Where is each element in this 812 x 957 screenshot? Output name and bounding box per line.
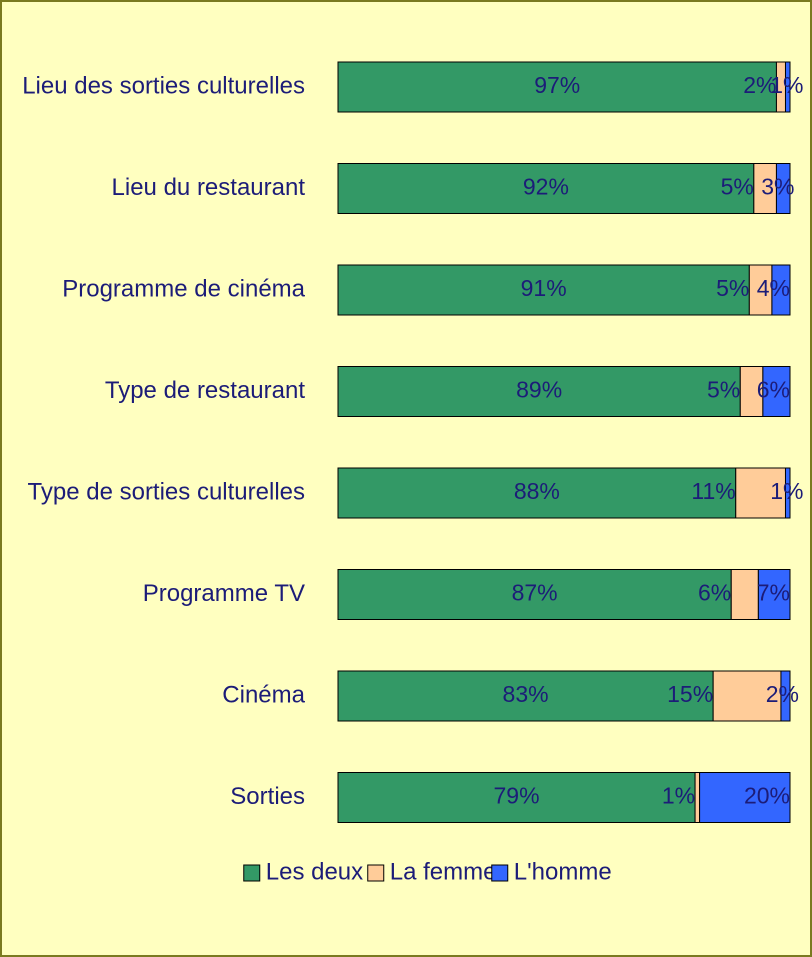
data-label: 11% bbox=[691, 478, 735, 504]
data-label: 5% bbox=[716, 275, 749, 301]
data-label: 6% bbox=[757, 377, 790, 403]
category-label: Programme de cinéma bbox=[62, 275, 305, 302]
bar-segment bbox=[784, 467, 791, 519]
data-label: 4% bbox=[757, 275, 790, 301]
category-label: Programme TV bbox=[143, 580, 305, 607]
bar-segment bbox=[775, 163, 791, 214]
legend-swatch bbox=[367, 864, 385, 882]
data-label: 92% bbox=[523, 174, 569, 200]
data-label: 89% bbox=[516, 377, 562, 403]
data-label: 1% bbox=[662, 783, 695, 809]
data-label: 15% bbox=[667, 681, 713, 707]
category-label: Lieu des sorties culturelles bbox=[22, 72, 305, 99]
data-label: 83% bbox=[503, 681, 549, 707]
legend-label: Les deux bbox=[266, 858, 363, 885]
data-label: 7% bbox=[757, 580, 790, 606]
category-label: Sorties bbox=[230, 783, 305, 810]
bar-segment bbox=[337, 670, 714, 722]
data-label: 1% bbox=[770, 478, 803, 504]
bar-segment bbox=[780, 670, 791, 722]
legend-label: L'homme bbox=[514, 858, 612, 885]
data-label: 79% bbox=[494, 783, 540, 809]
bar-segment bbox=[712, 670, 782, 722]
category-label: Cinéma bbox=[222, 681, 305, 708]
data-label: 6% bbox=[698, 580, 731, 606]
data-label: 87% bbox=[512, 580, 558, 606]
bar-segment bbox=[757, 569, 791, 620]
bar-segment bbox=[694, 772, 701, 823]
category-label: Lieu du restaurant bbox=[112, 174, 306, 201]
category-label: Type de sorties culturelles bbox=[28, 478, 305, 505]
bar-segment bbox=[337, 569, 732, 620]
legend-label: La femme bbox=[390, 858, 497, 885]
data-label: 5% bbox=[721, 174, 754, 200]
bar-segment bbox=[699, 772, 791, 823]
data-label: 2% bbox=[743, 72, 776, 98]
legend-swatch bbox=[243, 864, 261, 882]
data-label: 1% bbox=[770, 72, 803, 98]
bar-segment bbox=[337, 366, 741, 417]
bar-segment bbox=[762, 366, 791, 417]
bar-segment bbox=[337, 467, 737, 519]
data-label: 20% bbox=[744, 783, 790, 809]
data-label: 3% bbox=[761, 174, 794, 200]
legend-swatch bbox=[491, 864, 509, 882]
bar-segment bbox=[337, 61, 777, 113]
category-label: Type de restaurant bbox=[105, 377, 305, 404]
bar-segment bbox=[784, 61, 791, 113]
data-label: 2% bbox=[766, 681, 799, 707]
bar-segment bbox=[337, 163, 755, 214]
bar-segment bbox=[730, 569, 759, 620]
data-label: 97% bbox=[534, 72, 580, 98]
data-label: 91% bbox=[521, 275, 567, 301]
bar-segment bbox=[735, 467, 786, 519]
bar-segment bbox=[337, 772, 696, 823]
data-label: 88% bbox=[514, 478, 560, 504]
data-label: 5% bbox=[707, 377, 740, 403]
bar-segment bbox=[771, 264, 791, 316]
